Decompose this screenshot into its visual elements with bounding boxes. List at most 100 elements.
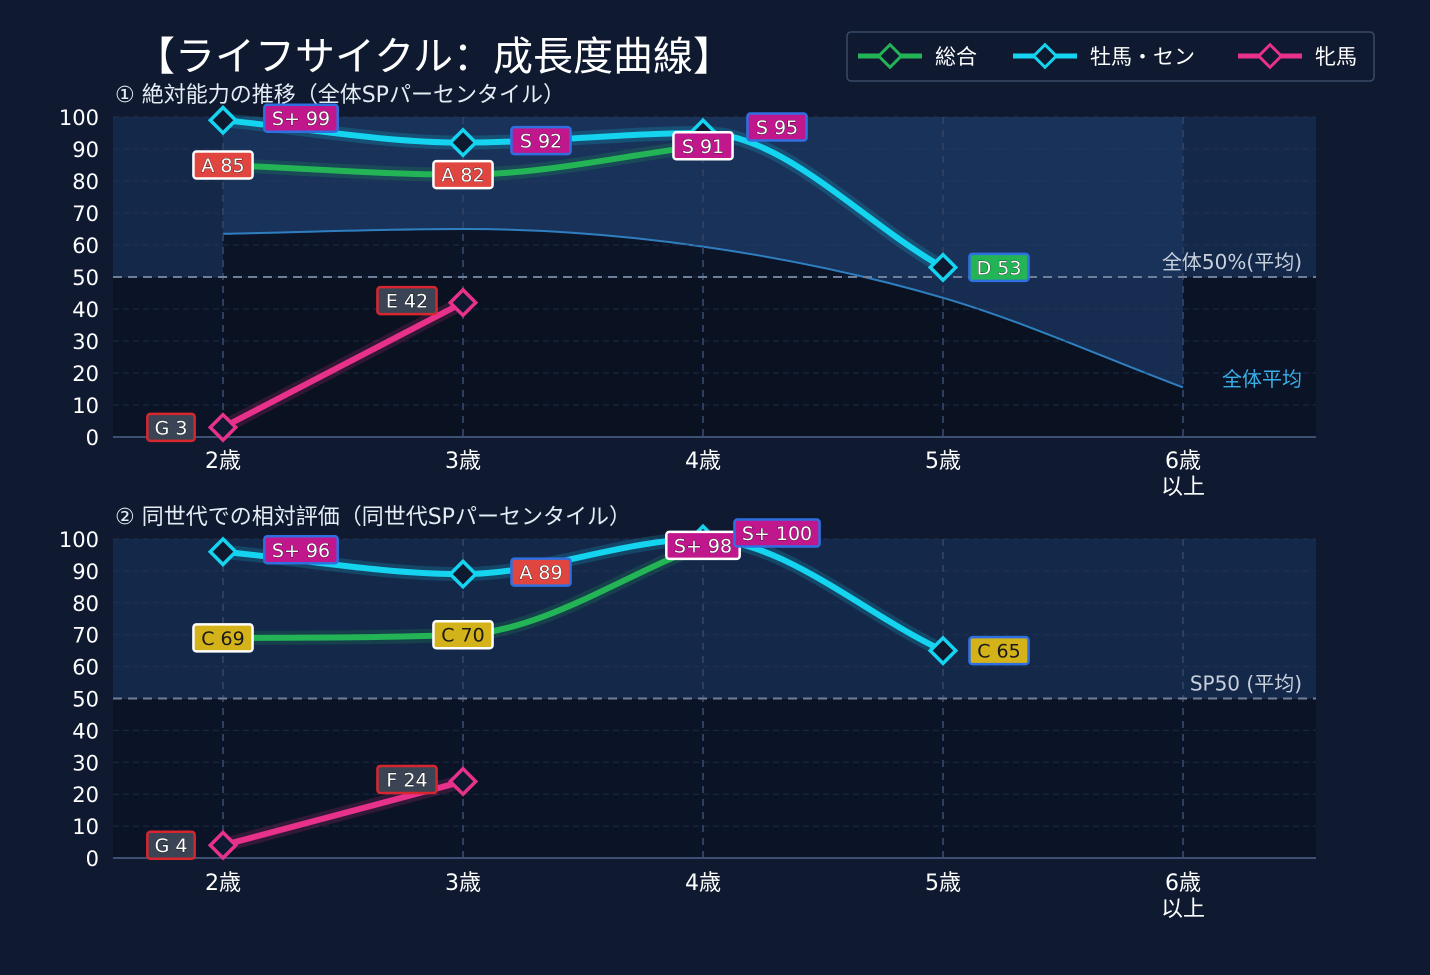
reference-label: 全体50%(平均) <box>1162 250 1302 274</box>
data-label: C 69 <box>201 628 244 650</box>
series-marker <box>207 830 239 861</box>
data-label-badge: S 95 <box>746 112 808 142</box>
badge-box <box>968 635 1030 666</box>
below-average-area <box>223 229 1183 437</box>
chart-panel: SP50 (平均) 0 10 20 30 40 50 60 70 80 90 100 2歳 3歳 4歳 5歳 6… <box>59 505 1316 922</box>
series-marker <box>927 635 959 666</box>
y-tick-label: 90 <box>72 560 99 584</box>
series-line <box>220 535 946 654</box>
badge-box <box>146 412 196 443</box>
x-tick-label: 2歳 <box>205 449 241 474</box>
data-label-badge: F 24 <box>376 764 438 795</box>
y-tick-label: 50 <box>72 688 99 712</box>
y-tick-label: 70 <box>72 624 99 648</box>
y-tick-label: 20 <box>72 783 99 807</box>
data-label-badge: S 92 <box>510 125 572 156</box>
x-tick-label: 以上 <box>1161 897 1205 922</box>
badge-box <box>192 150 254 180</box>
y-tick-label: 60 <box>72 234 99 258</box>
x-tick-label: 以上 <box>1161 475 1205 500</box>
data-label: S+ 100 <box>742 523 812 545</box>
series-marker <box>447 766 479 797</box>
data-label: S 92 <box>520 131 562 153</box>
badge-box <box>733 518 821 548</box>
x-tick-label: 3歳 <box>445 871 481 896</box>
data-label: S+ 96 <box>272 540 330 562</box>
y-tick-label: 80 <box>72 592 99 616</box>
data-label-badge: D 53 <box>968 252 1030 283</box>
badge-box <box>263 103 339 133</box>
y-tick-label: 20 <box>72 362 99 386</box>
legend-label: 総合 <box>935 45 977 69</box>
badge-box <box>432 619 494 650</box>
series-marker <box>207 412 239 443</box>
data-label: A 89 <box>519 562 562 584</box>
x-tick-label: 6歳 <box>1165 449 1201 474</box>
badge-box <box>146 830 196 860</box>
badge-box <box>376 764 438 795</box>
y-tick-label: 0 <box>86 847 99 871</box>
data-label-badge: S 91 <box>672 131 734 161</box>
data-label-badge: A 89 <box>510 557 572 587</box>
series-line <box>220 117 946 271</box>
legend-item: 牝馬 <box>1238 42 1357 70</box>
badge-box <box>746 112 808 142</box>
x-tick-label: 5歳 <box>925 871 961 896</box>
chart-panel: 全体平均 全体50%(平均) 0 10 20 30 40 50 60 70 80 90 100 2歳 3歳 4… <box>59 83 1316 500</box>
data-label-badge: S+ 100 <box>733 518 821 548</box>
badge-box <box>968 252 1030 283</box>
series-marker <box>207 536 239 567</box>
y-tick-label: 50 <box>72 266 99 290</box>
data-label-badge: C 70 <box>432 619 494 650</box>
x-tick-label: 4歳 <box>685 449 721 474</box>
data-label: G 4 <box>155 835 188 857</box>
series-marker <box>927 252 959 283</box>
data-label-badge: E 42 <box>376 285 438 316</box>
y-tick-label: 10 <box>72 394 99 418</box>
badge-box <box>510 125 572 156</box>
data-label: A 85 <box>201 155 244 177</box>
y-tick-label: 40 <box>72 298 99 322</box>
badge-box <box>432 159 494 190</box>
average-label: 全体平均 <box>1222 367 1302 391</box>
badge-box <box>376 285 438 316</box>
panel-title: ② 同世代での相対評価（同世代SPパーセンタイル） <box>115 505 631 530</box>
panel-title: ① 絶対能力の推移（全体SPパーセンタイル） <box>115 83 565 108</box>
badge-box <box>192 623 254 653</box>
data-label: C 70 <box>441 625 484 647</box>
data-label: S+ 98 <box>674 535 732 557</box>
data-label-badge: G 3 <box>146 412 196 443</box>
data-label-badge: S+ 99 <box>263 103 339 133</box>
data-label: D 53 <box>977 257 1022 279</box>
data-label-badge: A 82 <box>432 159 494 190</box>
y-tick-label: 40 <box>72 719 99 743</box>
legend: 総合 牡馬・セン 牝馬 <box>846 31 1375 82</box>
x-tick-label: 5歳 <box>925 449 961 474</box>
data-label: E 42 <box>386 291 428 313</box>
x-tick-label: 6歳 <box>1165 871 1201 896</box>
data-label: S 91 <box>682 136 724 158</box>
y-tick-label: 30 <box>72 330 99 354</box>
series-marker <box>447 287 479 318</box>
y-tick-label: 80 <box>72 170 99 194</box>
series-line <box>220 299 466 431</box>
data-label: C 65 <box>977 641 1020 663</box>
x-tick-label: 3歳 <box>445 449 481 474</box>
legend-label: 牡馬・セン <box>1090 45 1195 69</box>
y-tick-label: 70 <box>72 202 99 226</box>
legend-marker <box>876 42 904 70</box>
plot-area-upper <box>113 539 1316 699</box>
y-tick-label: 100 <box>59 106 99 130</box>
reference-label: SP50 (平均) <box>1190 672 1302 696</box>
badge-box <box>510 557 572 587</box>
data-label: S+ 99 <box>272 108 330 130</box>
y-tick-label: 90 <box>72 138 99 162</box>
plot-area-lower <box>113 698 1316 858</box>
y-tick-label: 10 <box>72 815 99 839</box>
data-label-badge: C 69 <box>192 623 254 653</box>
legend-label: 牝馬 <box>1315 45 1357 69</box>
legend-item: 牡馬・セン <box>1013 42 1195 70</box>
chart-title: 【ライフサイクル：成長度曲線】 <box>135 34 733 80</box>
data-label: F 24 <box>386 769 427 791</box>
